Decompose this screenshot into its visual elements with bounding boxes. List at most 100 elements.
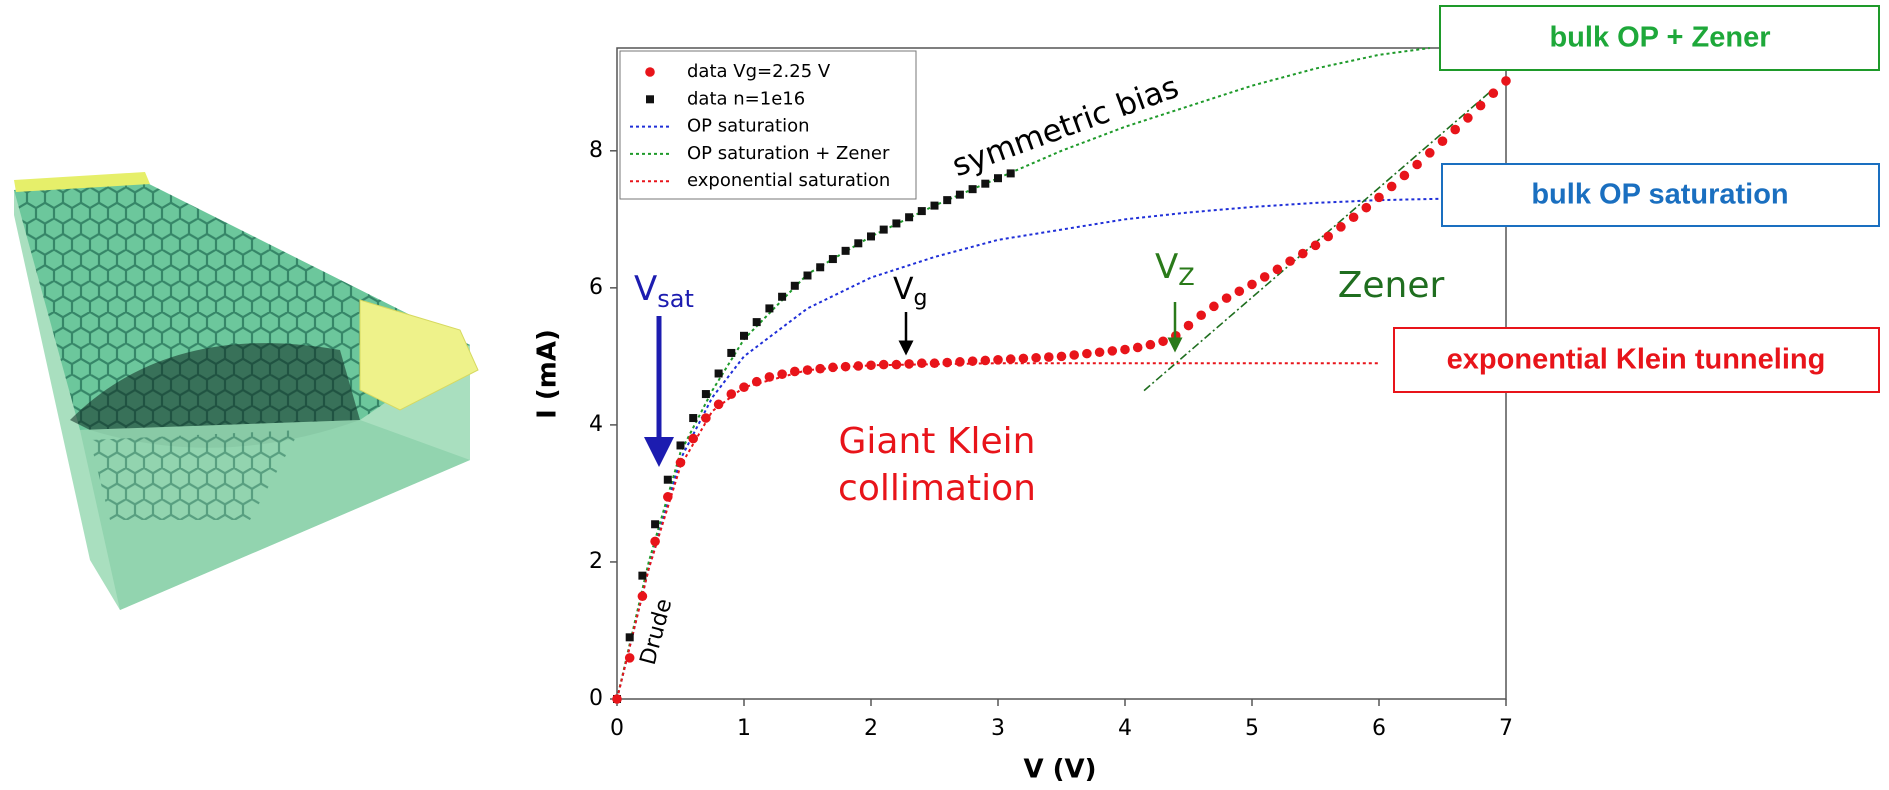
data-point bbox=[651, 520, 660, 529]
vg-label: Vg bbox=[893, 272, 928, 312]
legend-marker bbox=[645, 67, 655, 77]
legend-marker bbox=[646, 95, 654, 104]
data-point bbox=[688, 433, 698, 444]
data-point bbox=[1501, 76, 1511, 86]
data-point bbox=[676, 441, 685, 450]
data-point bbox=[1488, 88, 1499, 99]
legend-label: exponential saturation bbox=[687, 170, 890, 191]
data-point bbox=[701, 413, 711, 423]
device-illustration bbox=[14, 172, 479, 610]
data-point bbox=[943, 196, 952, 205]
data-point bbox=[714, 369, 723, 378]
data-point bbox=[1259, 272, 1270, 282]
y-tick-label: 8 bbox=[589, 138, 603, 163]
data-point bbox=[980, 355, 991, 366]
data-point bbox=[1336, 222, 1346, 232]
data-point bbox=[777, 369, 787, 379]
data-point bbox=[981, 179, 990, 188]
data-point bbox=[1094, 347, 1105, 358]
data-point bbox=[1183, 320, 1194, 331]
data-point bbox=[1158, 336, 1168, 347]
klein-label: collimation bbox=[838, 468, 1036, 509]
symmetric-bias-label: symmetric bias bbox=[948, 69, 1184, 184]
klein-label: Giant Klein bbox=[839, 421, 1036, 462]
vsat-label: Vsat bbox=[634, 269, 694, 314]
data-point bbox=[840, 361, 851, 372]
data-point bbox=[1348, 212, 1359, 223]
data-point bbox=[1145, 339, 1156, 350]
data-point bbox=[1425, 148, 1435, 158]
data-point bbox=[778, 292, 787, 301]
data-point bbox=[891, 359, 902, 370]
data-point bbox=[663, 475, 672, 484]
legend-label: OP saturation + Zener bbox=[687, 143, 890, 164]
data-point bbox=[1247, 279, 1257, 290]
data-point bbox=[790, 281, 799, 290]
data-point bbox=[675, 457, 686, 468]
x-tick-label: 5 bbox=[1245, 716, 1259, 741]
data-point bbox=[1196, 310, 1206, 321]
legend-label: data Vg=2.25 V bbox=[687, 61, 831, 82]
data-point bbox=[1018, 353, 1029, 364]
data-point bbox=[1386, 181, 1397, 192]
data-point bbox=[853, 361, 864, 371]
y-axis-label: I (mA) bbox=[533, 329, 563, 419]
data-point bbox=[930, 201, 939, 210]
box-label: bulk OP saturation bbox=[1531, 179, 1788, 211]
legend-label: data n=1e16 bbox=[687, 88, 805, 109]
data-point bbox=[713, 399, 724, 410]
data-point bbox=[892, 219, 901, 228]
data-point bbox=[1005, 354, 1016, 364]
data-point bbox=[1069, 350, 1079, 360]
data-point bbox=[879, 225, 888, 234]
vz-main: V bbox=[1155, 247, 1178, 287]
data-point bbox=[790, 366, 800, 377]
data-point bbox=[866, 360, 876, 371]
data-point bbox=[1272, 264, 1283, 275]
data-point bbox=[1323, 231, 1333, 242]
data-point bbox=[1298, 248, 1308, 259]
data-point bbox=[1475, 100, 1486, 111]
data-point bbox=[1361, 202, 1372, 213]
data-point bbox=[740, 331, 748, 340]
data-point bbox=[689, 414, 698, 423]
x-tick-label: 1 bbox=[737, 716, 751, 741]
data-point bbox=[854, 239, 863, 248]
data-point bbox=[624, 653, 635, 663]
data-point bbox=[1209, 301, 1219, 312]
plot-area: 0 1 2 3 4 5 6 7 0 2 4 6 8 bbox=[589, 47, 1513, 741]
vsat-main: V bbox=[634, 269, 657, 309]
drude-label: Drude bbox=[636, 596, 678, 668]
data-point bbox=[878, 359, 889, 370]
data-point bbox=[1450, 124, 1460, 135]
data-point bbox=[1374, 192, 1384, 203]
data-point bbox=[739, 382, 749, 393]
series-line bbox=[616, 362, 1379, 700]
data-point bbox=[727, 348, 736, 357]
data-point bbox=[625, 633, 634, 642]
label-box bbox=[1439, 5, 1880, 71]
fit-line bbox=[1143, 88, 1494, 392]
data-point bbox=[765, 304, 774, 313]
vz-sub: Z bbox=[1178, 263, 1194, 291]
data-point bbox=[917, 358, 927, 369]
vg-main: V bbox=[893, 272, 914, 307]
data-point bbox=[1285, 256, 1295, 266]
data-point bbox=[1412, 159, 1422, 170]
data-point bbox=[816, 263, 825, 272]
legend: data Vg=2.25 V data n=1e16 OP saturation OP… bbox=[630, 61, 890, 191]
data-point bbox=[815, 363, 825, 374]
data-point bbox=[955, 357, 965, 367]
zener-label: Zener bbox=[1338, 265, 1445, 306]
data-point bbox=[1234, 286, 1245, 297]
data-point bbox=[650, 536, 660, 547]
x-tick-label: 6 bbox=[1372, 716, 1386, 741]
box-label: exponential Klein tunneling bbox=[1447, 344, 1826, 376]
x-tick-label: 7 bbox=[1499, 716, 1513, 741]
data-point bbox=[967, 356, 978, 366]
data-point bbox=[929, 358, 940, 369]
vsat-sub: sat bbox=[657, 285, 694, 313]
data-point bbox=[638, 571, 647, 580]
data-point bbox=[637, 591, 648, 602]
x-tick-label: 2 bbox=[864, 716, 878, 741]
